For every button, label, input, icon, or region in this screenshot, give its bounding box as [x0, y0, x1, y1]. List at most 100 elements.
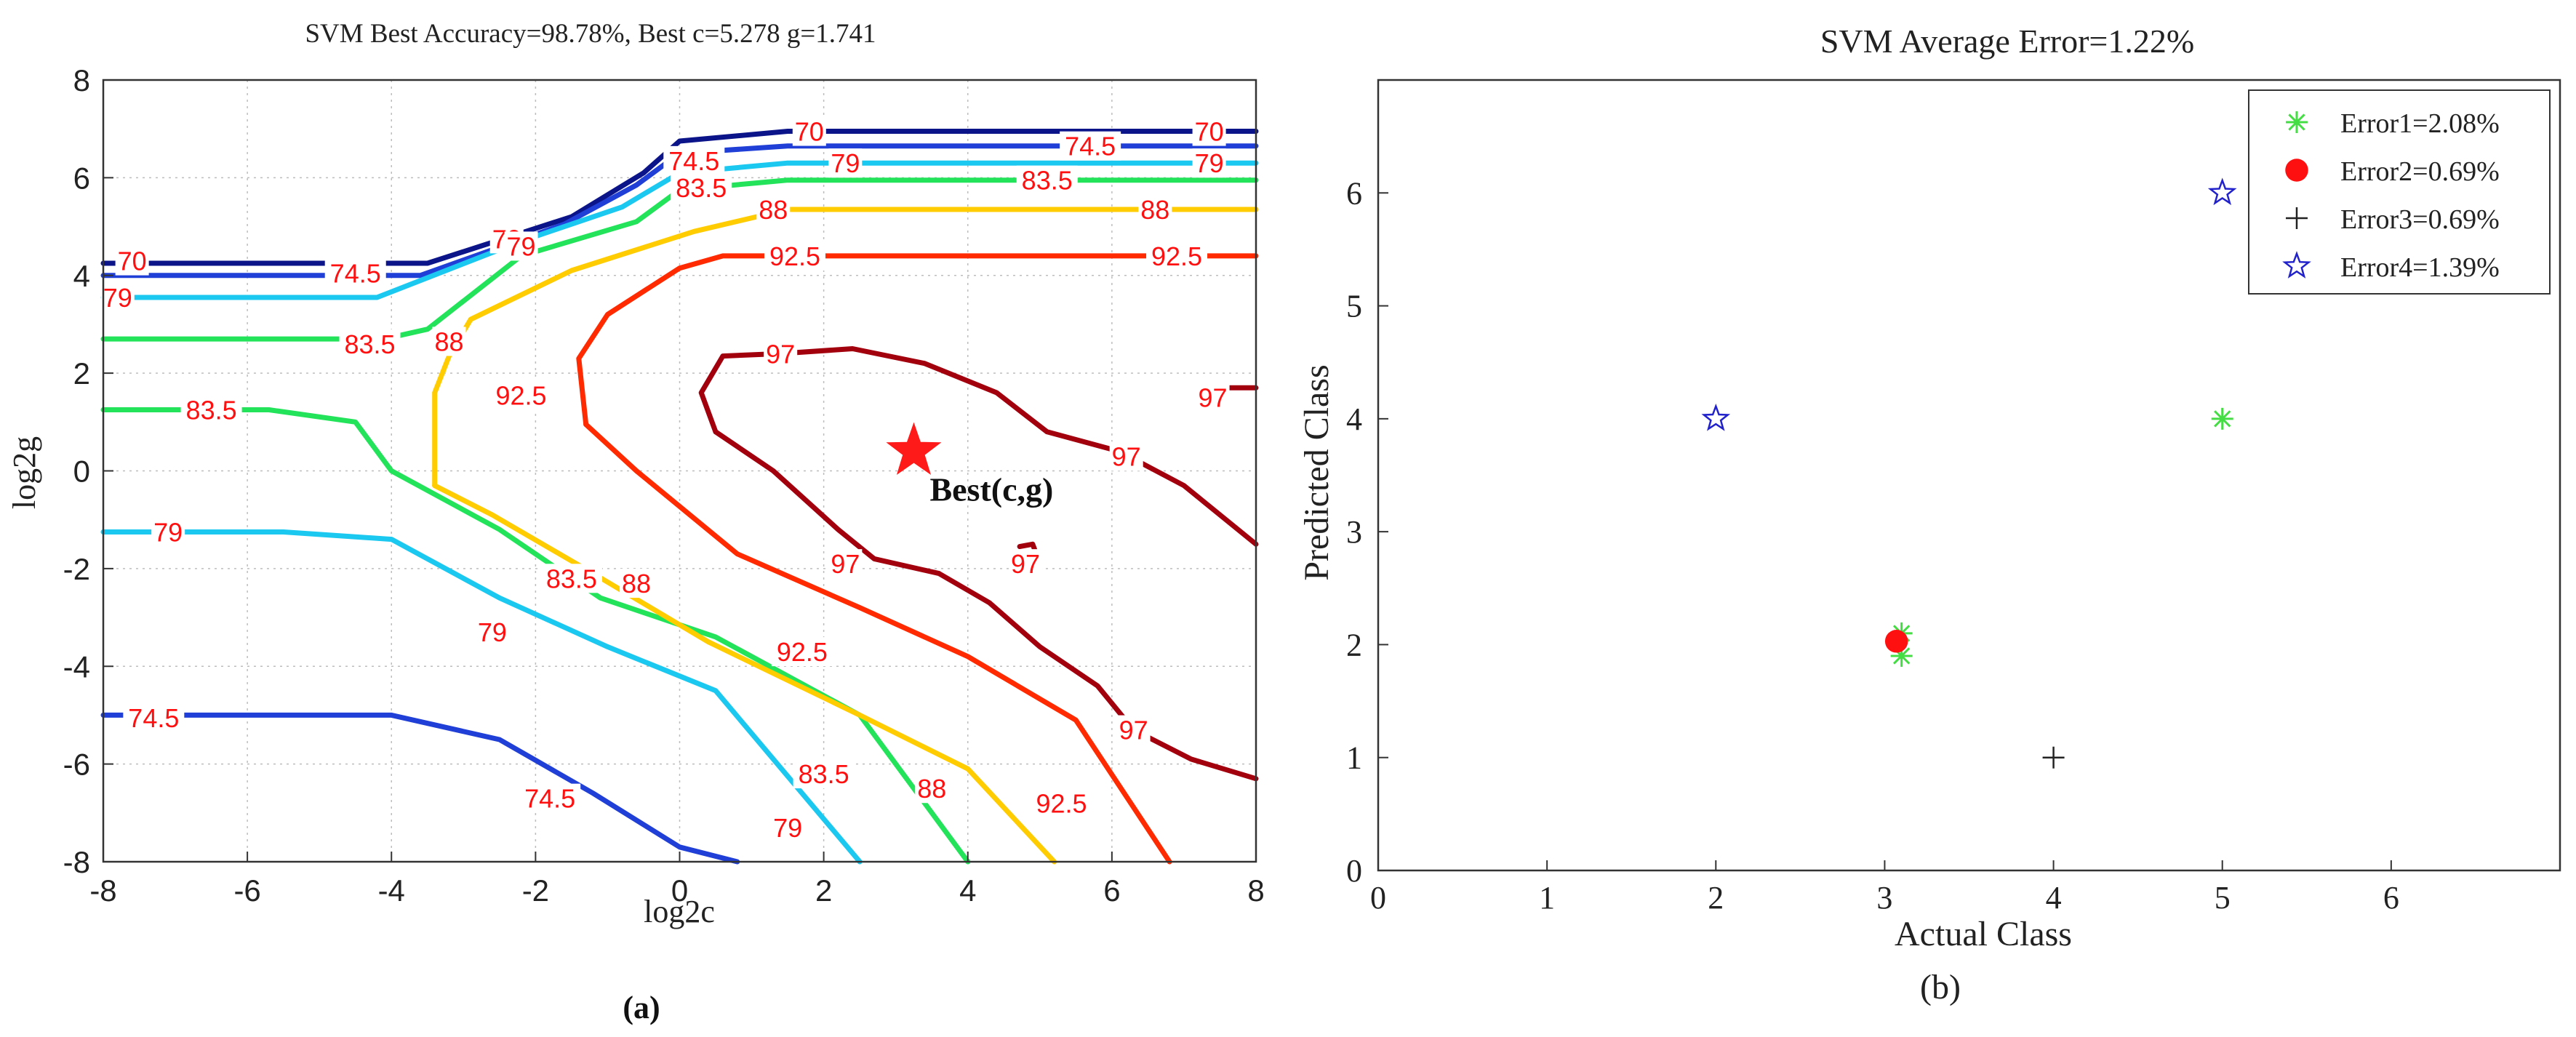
contour-label-97: 97 [1119, 716, 1148, 745]
contour-chart-title: SVM Best Accuracy=98.78%, Best c=5.278 g… [305, 19, 876, 49]
y-tick-label: 0 [73, 455, 90, 489]
contour-label-79: 79 [103, 283, 132, 313]
legend-marker-star [2282, 251, 2311, 279]
y-tick-label: 6 [73, 161, 90, 195]
contour-label-backdrop [1031, 788, 1092, 818]
scatter-plot-frame [1377, 79, 2561, 872]
caption-b: (b) [1920, 968, 1961, 1006]
contour-label-88: 88 [622, 569, 651, 598]
contour-label-backdrop [764, 339, 798, 369]
contour-label-backdrop [490, 380, 552, 410]
legend: Error1=2.08% Error2=0.69% Error3=0.69% Erro… [2248, 89, 2551, 295]
contour-label-backdrop [432, 327, 466, 356]
x-tick-label: -6 [233, 873, 260, 908]
y-tick-label: -6 [63, 748, 90, 782]
contour-label-92.5: 92.5 [1151, 241, 1202, 271]
y-tick-label: -2 [63, 552, 90, 586]
contour-label-83.5: 83.5 [344, 329, 395, 359]
best-point-marker: Best(c,g) [886, 422, 1053, 508]
contour-label-backdrop [1116, 715, 1151, 745]
legend-entry-label: Error4=1.39% [2340, 252, 2500, 283]
scatter-chart-title: SVM Average Error=1.22% [1820, 23, 2194, 60]
contour-label-74.5: 74.5 [128, 703, 179, 733]
contour-label-backdrop [1192, 116, 1226, 146]
contour-label-backdrop [1009, 549, 1042, 579]
x-tick-label: -2 [522, 873, 549, 908]
contour-label-backdrop [771, 812, 805, 842]
scatter-chart: SVM Average Error=1.22% 0 1 2 3 4 5 6 0 1 2 3 4 5 6 E… [1297, 23, 2561, 1006]
contour-label-83.5: 83.5 [1022, 166, 1073, 196]
contour-label-79: 79 [507, 231, 536, 261]
contour-label-backdrop [1196, 383, 1230, 412]
contour-label-83.5: 83.5 [546, 564, 597, 593]
contour-label-backdrop [180, 395, 242, 425]
y-tick-label: 2 [73, 356, 90, 391]
contour-label-backdrop [475, 617, 509, 647]
x-tick-label: 5 [2215, 880, 2231, 916]
contour-label-70: 70 [1195, 117, 1224, 147]
contour-label-79: 79 [773, 813, 802, 843]
contour-line-97 [713, 429, 1259, 782]
contour-label-74.5: 74.5 [668, 146, 719, 176]
contour-label-backdrop [764, 241, 825, 271]
x-tick-label: -4 [378, 873, 405, 908]
contour-label-backdrop [756, 195, 791, 225]
contour-label-70: 70 [118, 247, 147, 276]
contour-label-backdrop [1016, 165, 1078, 195]
contour-label-79: 79 [1195, 148, 1224, 178]
contour-label-backdrop [115, 246, 149, 276]
y-tick-label: 4 [73, 259, 90, 293]
contour-label-backdrop [540, 564, 602, 593]
scatter-points [1701, 177, 2237, 769]
contour-line-92.5 [576, 253, 1259, 428]
contour-label-83.5: 83.5 [676, 173, 727, 203]
contour-label-74.5: 74.5 [330, 258, 381, 288]
contour-label-backdrop [671, 172, 732, 202]
y-tick-label: 3 [1346, 514, 1362, 550]
contour-line-79 [100, 529, 863, 865]
contour-label-backdrop [771, 637, 833, 667]
scatter-x-axis-label: Actual Class [1895, 915, 2072, 953]
contour-x-axis-label: log2c [644, 894, 715, 929]
x-tick-label: 4 [2046, 880, 2062, 916]
contour-label-83.5: 83.5 [186, 396, 237, 425]
contour-label-backdrop [151, 517, 185, 547]
contour-label-backdrop [828, 549, 863, 579]
contour-chart: SVM Best Accuracy=98.78%, Best c=5.278 g… [7, 19, 1265, 1025]
contour-label-backdrop [1146, 241, 1208, 271]
contour-label-backdrop [1138, 195, 1172, 225]
contour-label-88: 88 [1140, 195, 1169, 225]
x-tick-label: 2 [815, 873, 832, 908]
contour-label-92.5: 92.5 [777, 637, 828, 667]
scatter-point-asterisk [2211, 407, 2233, 430]
contour-label-backdrop [339, 329, 401, 359]
contour-line-74.5 [100, 712, 740, 865]
caption-a: (a) [623, 990, 660, 1025]
x-tick-label: 1 [1539, 880, 1555, 916]
contour-line-83.5 [100, 177, 1259, 342]
contour-label-92.5: 92.5 [496, 380, 547, 410]
contour-label-backdrop [504, 231, 538, 261]
contour-label-backdrop [324, 258, 386, 288]
scatter-point-plus [2042, 746, 2065, 769]
contour-label-backdrop [1060, 131, 1121, 161]
y-tick-label: 4 [1346, 401, 1362, 437]
contour-label-92.5: 92.5 [769, 241, 820, 271]
x-tick-label: 4 [959, 873, 976, 908]
contour-label-backdrop [1109, 441, 1143, 471]
legend-marker-asterisk [2286, 111, 2308, 133]
y-tick-label: 8 [73, 63, 90, 97]
legend-entry-label: Error3=0.69% [2340, 204, 2500, 235]
contour-label-88: 88 [759, 195, 788, 225]
x-tick-label: 3 [1876, 880, 1892, 916]
scatter-axis-ticks: 0 1 2 3 4 5 6 0 1 2 3 4 5 6 [1346, 175, 2399, 916]
contour-line-74.5 [100, 143, 1259, 279]
contour-line-97 [698, 346, 1259, 547]
best-point-star-icon [886, 422, 942, 475]
contour-label-backdrop [620, 569, 654, 598]
legend-marker-plus [2286, 207, 2308, 229]
contour-line-92.5 [583, 422, 1172, 865]
contour-label-backdrop [793, 759, 855, 789]
